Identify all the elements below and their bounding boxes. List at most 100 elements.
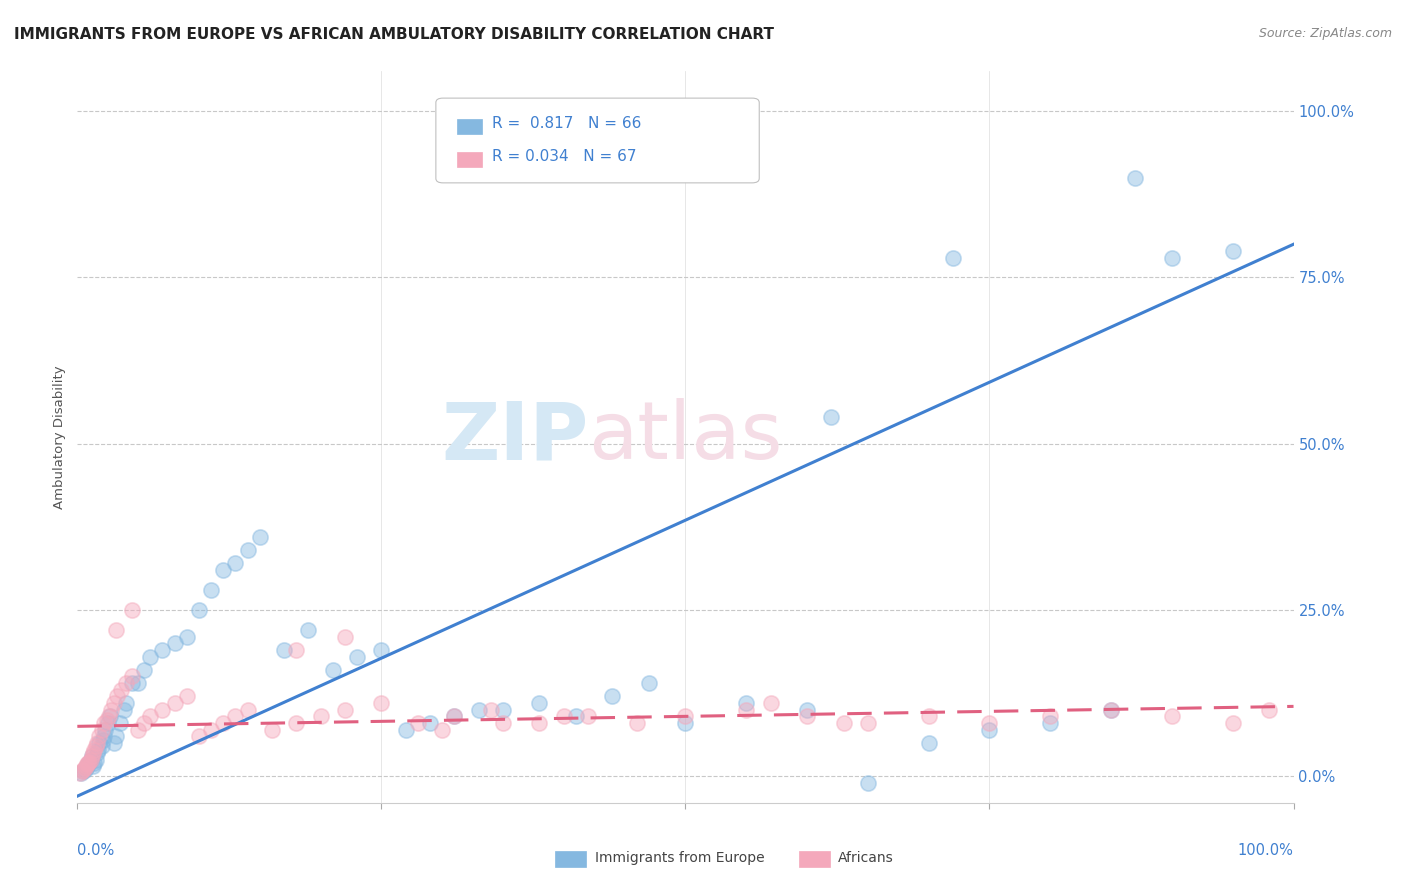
Point [73, 761, 96, 775]
Point [82, 746, 104, 760]
Point [675, 716, 697, 731]
Point [110, 682, 132, 697]
Point [121, 603, 143, 617]
Text: atlas: atlas [588, 398, 783, 476]
Point [139, 709, 162, 723]
Point [91, 732, 114, 747]
Point [260, 723, 283, 737]
Point [86, 736, 108, 750]
Point [89, 729, 111, 743]
Text: IMMIGRANTS FROM EUROPE VS AFRICAN AMBULATORY DISABILITY CORRELATION CHART: IMMIGRANTS FROM EUROPE VS AFRICAN AMBULA… [14, 27, 775, 42]
Point [79, 756, 101, 770]
Point [576, 709, 599, 723]
Point [108, 716, 131, 731]
Point [97, 716, 120, 731]
Point [176, 630, 198, 644]
Point [1099, 703, 1122, 717]
Point [346, 649, 368, 664]
Point [73, 763, 96, 777]
Point [430, 723, 453, 737]
Point [152, 703, 174, 717]
Point [77, 757, 100, 772]
Point [176, 690, 198, 704]
Point [236, 543, 259, 558]
Point [75, 759, 97, 773]
Point [249, 530, 271, 544]
Point [370, 696, 392, 710]
Point [163, 636, 186, 650]
Point [796, 709, 818, 723]
Point [395, 723, 418, 737]
Point [638, 676, 661, 690]
Point [832, 716, 855, 731]
Text: ZIP: ZIP [441, 398, 588, 476]
Point [105, 623, 128, 637]
Point [285, 716, 308, 731]
Point [188, 603, 211, 617]
Text: R =  0.817   N = 66: R = 0.817 N = 66 [492, 116, 641, 131]
Point [322, 663, 344, 677]
Point [72, 763, 94, 777]
Point [626, 716, 648, 731]
Point [1125, 170, 1147, 185]
Point [83, 756, 105, 770]
Point [79, 755, 101, 769]
Point [297, 623, 319, 637]
Point [97, 709, 120, 723]
Point [443, 709, 465, 723]
Point [735, 703, 758, 717]
Point [86, 746, 108, 760]
Point [918, 709, 941, 723]
Point [127, 723, 149, 737]
Point [856, 716, 879, 731]
Point [80, 753, 103, 767]
Point [200, 582, 222, 597]
Point [96, 713, 118, 727]
Text: Africans: Africans [838, 851, 894, 865]
Point [918, 736, 941, 750]
Point [333, 703, 356, 717]
Point [820, 410, 842, 425]
Text: 100.0%: 100.0% [1237, 843, 1294, 858]
Point [84, 753, 107, 767]
Point [1222, 244, 1244, 258]
Point [443, 709, 465, 723]
Text: Immigrants from Europe: Immigrants from Europe [595, 851, 765, 865]
Point [529, 696, 551, 710]
Point [492, 716, 515, 731]
Point [83, 742, 105, 756]
Point [370, 643, 392, 657]
Point [1258, 703, 1281, 717]
Point [76, 759, 98, 773]
Point [115, 676, 138, 690]
Point [75, 761, 97, 775]
Point [163, 696, 186, 710]
Point [100, 703, 122, 717]
Point [134, 663, 156, 677]
Point [90, 739, 112, 754]
Point [139, 649, 162, 664]
Point [759, 696, 782, 710]
Point [98, 709, 121, 723]
Point [467, 703, 489, 717]
Point [224, 709, 246, 723]
Point [565, 709, 588, 723]
Point [1161, 709, 1184, 723]
Point [112, 703, 135, 717]
Point [1039, 716, 1062, 731]
Point [103, 736, 125, 750]
Point [115, 696, 138, 710]
Point [80, 753, 103, 767]
Point [419, 716, 441, 731]
Point [93, 729, 115, 743]
Point [121, 669, 143, 683]
Point [1161, 251, 1184, 265]
Point [89, 736, 111, 750]
Point [103, 696, 125, 710]
Point [90, 723, 112, 737]
Point [602, 690, 624, 704]
Point [224, 557, 246, 571]
Point [492, 703, 515, 717]
Point [309, 709, 332, 723]
Point [529, 716, 551, 731]
